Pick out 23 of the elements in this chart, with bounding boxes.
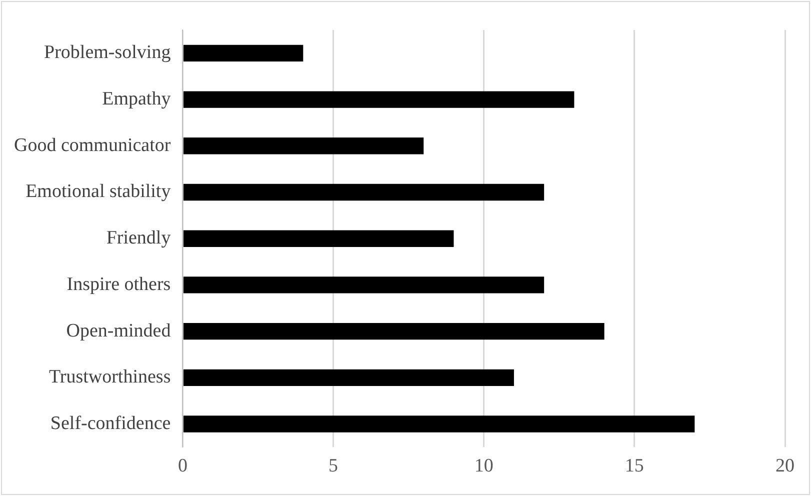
y-tick-label: Trustworthiness	[48, 366, 171, 388]
bar	[183, 230, 454, 247]
bar	[183, 276, 544, 294]
y-tick-label: Self-confidence	[50, 413, 171, 434]
x-tick-label: 5	[328, 456, 338, 477]
x-tick-label: 10	[474, 456, 494, 477]
x-tick-label: 15	[624, 456, 644, 477]
bar	[183, 416, 695, 432]
x-tick-label: 0	[178, 456, 188, 477]
y-tick-label: Friendly	[106, 228, 172, 249]
bar	[183, 91, 574, 108]
y-tick-label: Empathy	[102, 88, 172, 110]
bar	[183, 322, 604, 340]
y-tick-label: Emotional stability	[26, 181, 172, 202]
y-tick-label: Inspire others	[66, 274, 171, 295]
y-tick-label: Good communicator	[14, 134, 172, 156]
bar	[183, 369, 514, 386]
bar	[183, 184, 544, 201]
bar	[183, 138, 424, 154]
y-tick-label: Open-minded	[66, 320, 172, 342]
bar	[183, 44, 304, 62]
x-tick-label: 20	[776, 456, 794, 477]
y-tick-label: Problem-solving	[44, 42, 172, 64]
